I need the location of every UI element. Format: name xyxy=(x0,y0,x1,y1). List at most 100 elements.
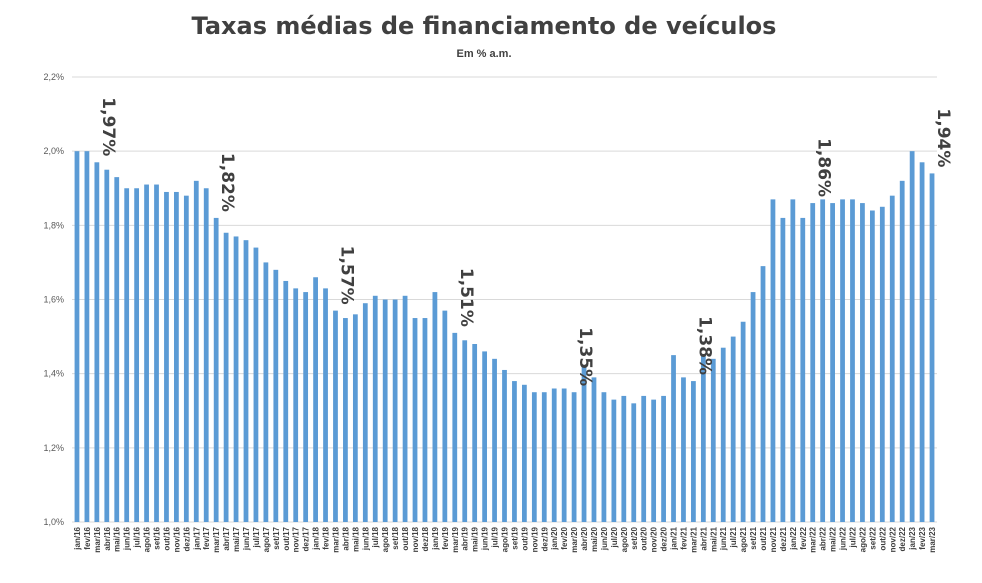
bar xyxy=(820,199,826,522)
x-tick-label: nov/19 xyxy=(530,526,539,552)
bar xyxy=(512,381,517,522)
bar xyxy=(710,358,716,522)
x-axis-ticks: jan/16 fev/16 mar/16 abr/16 mai/16 jun/16 jul/… xyxy=(73,526,937,552)
x-tick-label: mar/20 xyxy=(570,526,579,552)
bar xyxy=(889,195,895,522)
x-tick-label: jan/22 xyxy=(789,526,798,550)
bar xyxy=(531,392,537,522)
bar xyxy=(581,366,587,522)
x-tick-label: set/21 xyxy=(749,526,758,549)
bar xyxy=(720,347,726,522)
x-tick-label: abr/16 xyxy=(103,526,112,550)
bar xyxy=(323,288,328,522)
x-tick-label: fev/22 xyxy=(799,526,808,549)
y-tick-label: 1,8% xyxy=(43,220,64,230)
x-tick-label: jan/16 xyxy=(73,526,82,550)
x-tick-label: dez/21 xyxy=(779,526,788,551)
bar xyxy=(601,392,607,522)
bar xyxy=(850,199,855,522)
y-tick-label: 2,2% xyxy=(43,72,64,82)
y-axis-ticks: 1,0% 1,2% 1,4% 1,6% 1,8% 2,0% 2,2% xyxy=(43,72,64,527)
x-tick-label: dez/18 xyxy=(421,526,430,551)
x-tick-label: nov/22 xyxy=(888,526,897,552)
x-tick-label: nov/17 xyxy=(292,526,301,552)
bar xyxy=(84,151,90,522)
x-tick-label: jul/19 xyxy=(491,526,500,548)
x-tick-label: mai/20 xyxy=(590,526,599,551)
bar xyxy=(730,336,736,522)
x-tick-label: set/19 xyxy=(510,526,519,549)
chart-subtitle: Em % a.m. xyxy=(456,48,511,60)
bar xyxy=(899,180,905,523)
bar xyxy=(134,188,140,522)
x-tick-label: jun/22 xyxy=(839,526,848,551)
bar xyxy=(502,369,507,522)
x-tick-label: fev/16 xyxy=(83,526,92,549)
x-tick-label: fev/21 xyxy=(679,526,688,549)
data-label: 1,82% xyxy=(217,153,237,212)
x-tick-label: abr/19 xyxy=(461,526,470,550)
x-tick-label: set/20 xyxy=(630,526,639,549)
x-tick-label: jul/22 xyxy=(848,526,857,548)
x-tick-label: nov/20 xyxy=(650,526,659,552)
bar xyxy=(144,184,149,522)
bar xyxy=(810,203,816,523)
x-tick-label: fev/23 xyxy=(918,526,927,549)
bar xyxy=(372,295,378,522)
x-tick-label: dez/16 xyxy=(182,526,191,551)
bar xyxy=(412,318,418,522)
x-tick-label: set/18 xyxy=(391,526,400,549)
y-tick-label: 1,6% xyxy=(43,295,64,305)
x-tick-label: abr/21 xyxy=(699,526,708,550)
bar xyxy=(442,310,448,522)
bar xyxy=(273,269,279,522)
bar xyxy=(760,266,766,522)
x-tick-label: out/21 xyxy=(759,526,768,550)
bar xyxy=(263,262,269,522)
x-tick-label: set/22 xyxy=(868,526,877,549)
bar xyxy=(929,173,935,522)
x-tick-label: out/20 xyxy=(640,526,649,550)
bar xyxy=(860,203,865,523)
data-label: 1,94% xyxy=(933,108,953,167)
x-tick-label: ago/20 xyxy=(620,526,629,552)
x-tick-label: mar/21 xyxy=(689,526,698,552)
data-label: 1,51% xyxy=(456,268,476,327)
x-tick-label: abr/22 xyxy=(819,526,828,550)
bar xyxy=(621,395,627,522)
x-tick-label: dez/22 xyxy=(898,526,907,551)
bar xyxy=(462,340,468,522)
bar xyxy=(154,184,159,522)
x-tick-label: out/17 xyxy=(282,526,291,550)
bar xyxy=(830,203,835,523)
bar xyxy=(521,384,527,522)
y-tick-label: 1,4% xyxy=(43,369,64,379)
bar xyxy=(303,292,309,522)
bar xyxy=(879,206,885,522)
bar xyxy=(333,310,338,522)
bar xyxy=(740,321,746,522)
bar xyxy=(631,403,637,522)
x-tick-label: mar/17 xyxy=(212,526,221,552)
x-tick-label: ago/17 xyxy=(262,526,271,552)
x-tick-label: jul/20 xyxy=(610,526,619,548)
bar xyxy=(611,399,617,522)
x-tick-label: abr/20 xyxy=(580,526,589,550)
data-label: 1,97% xyxy=(98,97,118,156)
x-tick-label: dez/17 xyxy=(302,526,311,551)
bar xyxy=(343,318,348,522)
x-tick-label: jun/17 xyxy=(242,526,251,551)
bar xyxy=(233,236,239,523)
bar xyxy=(452,332,458,522)
y-tick-label: 2,0% xyxy=(43,146,64,156)
bar xyxy=(671,355,676,522)
bar xyxy=(472,344,478,522)
x-tick-label: out/22 xyxy=(878,526,887,550)
bar xyxy=(104,169,110,523)
bar xyxy=(124,188,130,522)
x-tick-label: ago/22 xyxy=(858,526,867,552)
bar xyxy=(293,288,299,522)
x-tick-label: mar/22 xyxy=(809,526,818,552)
